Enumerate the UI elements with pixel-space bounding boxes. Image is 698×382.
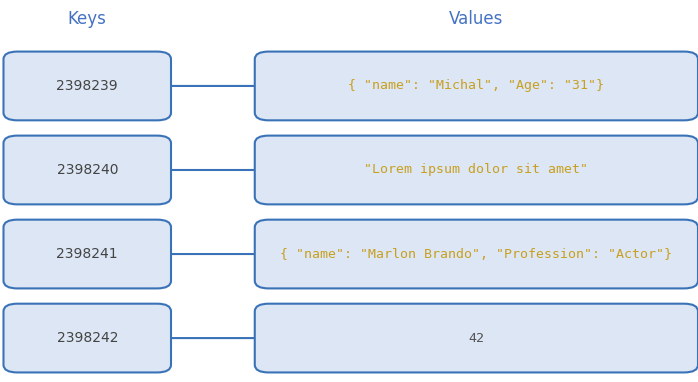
Text: 2398241: 2398241 (57, 247, 118, 261)
Text: { "name": "Marlon Brando", "Profession": "Actor"}: { "name": "Marlon Brando", "Profession":… (281, 248, 672, 261)
Text: 2398242: 2398242 (57, 331, 118, 345)
FancyBboxPatch shape (3, 220, 171, 288)
Text: Keys: Keys (68, 10, 107, 28)
Text: "Lorem ipsum dolor sit amet": "Lorem ipsum dolor sit amet" (364, 163, 588, 176)
FancyBboxPatch shape (3, 136, 171, 204)
FancyBboxPatch shape (255, 304, 698, 372)
FancyBboxPatch shape (3, 52, 171, 120)
FancyBboxPatch shape (255, 136, 698, 204)
Text: Values: Values (450, 10, 503, 28)
FancyBboxPatch shape (255, 220, 698, 288)
FancyBboxPatch shape (255, 52, 698, 120)
FancyBboxPatch shape (3, 304, 171, 372)
Text: 2398240: 2398240 (57, 163, 118, 177)
Text: 2398239: 2398239 (57, 79, 118, 93)
Text: 42: 42 (468, 332, 484, 345)
Text: { "name": "Michal", "Age": "31"}: { "name": "Michal", "Age": "31"} (348, 79, 604, 92)
